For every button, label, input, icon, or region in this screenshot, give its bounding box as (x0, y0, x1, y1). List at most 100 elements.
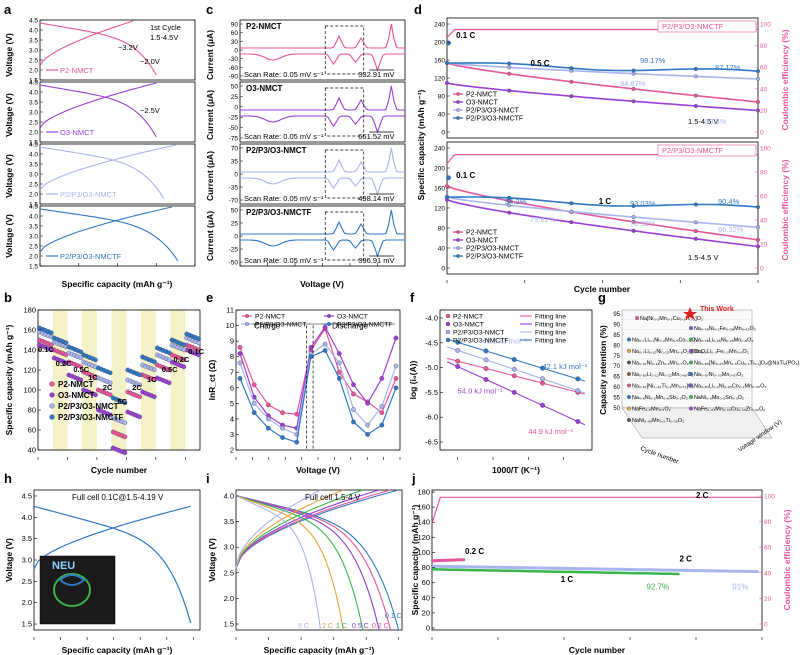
ce-tick-label: 0 (760, 130, 764, 137)
y-tick-label: -6.0 (425, 413, 438, 422)
ce-tick-label: 40 (760, 86, 768, 93)
axis-label: Voltage (V) (207, 538, 217, 582)
data-point (483, 357, 489, 363)
legend-label: P2/P3/O3-NMCT (453, 330, 504, 337)
data-point (511, 373, 517, 379)
voltage-window: 1.5-4.5 V (688, 253, 718, 262)
floor (621, 407, 773, 439)
y-tick-label: 50 (231, 208, 239, 215)
material-label: NaFe₀.₅Mn₀.₅O₂ (632, 407, 671, 413)
y-tick-label: 80 (28, 406, 36, 415)
charge-curve (39, 82, 157, 129)
data-point (151, 367, 157, 373)
legend-label: O3-NMCT (466, 238, 499, 245)
charge-curve (39, 144, 176, 191)
y-tick-label: -25 (229, 115, 239, 122)
data-point (251, 400, 257, 406)
y-tick-label: 2.5 (29, 182, 38, 189)
data-point (507, 71, 512, 76)
plot-frame (431, 489, 763, 631)
capacity-series (446, 199, 759, 248)
data-point (455, 364, 461, 369)
data-point (511, 389, 517, 395)
ce-tick-label: 0 (764, 622, 768, 629)
y-tick-label: 1.5 (22, 620, 32, 629)
legend-label: P2-NMCT (466, 92, 498, 99)
data-point (237, 344, 243, 350)
y-tick-label: 2.0 (22, 598, 32, 607)
x-axis-label: Voltage (V) (296, 465, 340, 475)
z-tick-label: 80 (613, 343, 620, 349)
cv-anodic (240, 85, 405, 111)
data-point (107, 370, 113, 376)
y-tick-label: 2.5 (22, 577, 32, 586)
star-icon (683, 307, 697, 320)
z-tick-label: 75 (613, 354, 620, 360)
y-tick-label: -60 (229, 65, 239, 72)
y-tick-label: 180 (23, 306, 36, 315)
data-point (266, 402, 271, 408)
led-photo (39, 555, 116, 625)
y-tick-label: 180 (417, 488, 430, 497)
y-tick-label: 40 (28, 446, 36, 455)
data-point (569, 220, 574, 225)
data-point (78, 355, 84, 361)
material-marker (627, 406, 631, 411)
material-label: NaNi₀.₄₅Mn₀.₅Ti₀.₀₅O₂ (632, 418, 684, 424)
y-tick-label: 40 (422, 593, 430, 602)
legend-label: Fitting line (535, 338, 566, 345)
data-point (280, 425, 285, 431)
z-tick-label: 60 (613, 385, 620, 391)
data-point (322, 324, 328, 330)
data-point (693, 202, 698, 207)
data-point (351, 419, 356, 425)
data-point (78, 377, 84, 383)
ce-legend: P2/P3/O3-NMCTF (662, 146, 724, 155)
data-point (756, 244, 760, 249)
data-point (122, 434, 128, 440)
data-point (151, 394, 157, 400)
discharge-curve (39, 146, 165, 200)
rate-label: 1 C (599, 197, 612, 206)
material-marker (689, 349, 693, 353)
subplot-title: P2-NMCT (246, 22, 282, 31)
y-tick-label: 20 (422, 608, 430, 617)
panel-letter: d (414, 2, 422, 17)
y-tick-label: 3.0 (29, 234, 38, 241)
x-axis-label: Specific capacity (mAh g⁻¹) (62, 645, 173, 655)
charge-curve (235, 489, 321, 569)
axis-label: Voltage (V) (4, 214, 14, 258)
data-point (78, 349, 84, 355)
legend-label: O3-NMCT (453, 322, 484, 329)
ce-tick-label: 80 (760, 43, 768, 50)
panel-title: Full cell 1.5-4 V (305, 493, 361, 502)
material-marker (689, 360, 693, 365)
y-tick-label: 11 (226, 306, 234, 315)
y-tick-label: 160 (417, 503, 430, 512)
data-point (393, 376, 399, 381)
data-point (181, 364, 187, 370)
y-tick-label: 2.0 (224, 594, 234, 603)
rate-label: 1 C (336, 623, 347, 630)
data-point (294, 439, 300, 445)
data-point (540, 402, 545, 408)
plot-frame (235, 309, 401, 451)
y-tick-label: 1.5 (29, 78, 38, 85)
rate-label: 0.2 C (372, 623, 389, 630)
x-axis-label: Cycle number (639, 445, 680, 466)
cv-cathodic (240, 53, 405, 72)
retention-label: 91% (732, 583, 748, 592)
data-point (196, 340, 201, 346)
data-point (166, 350, 172, 356)
data-point (266, 425, 271, 431)
led-glow (59, 574, 86, 586)
highlight-box (324, 87, 365, 137)
y-tick-label: 100 (23, 386, 36, 395)
retention-label: 83.3% (705, 117, 727, 126)
data-point (631, 99, 636, 104)
discharge-curve (39, 208, 179, 262)
y-tick-label: 80 (438, 226, 446, 233)
retention-label: 92.7% (647, 583, 670, 592)
axis-label: Current (μA) (205, 90, 215, 140)
z-tick-label: 65 (613, 375, 620, 381)
